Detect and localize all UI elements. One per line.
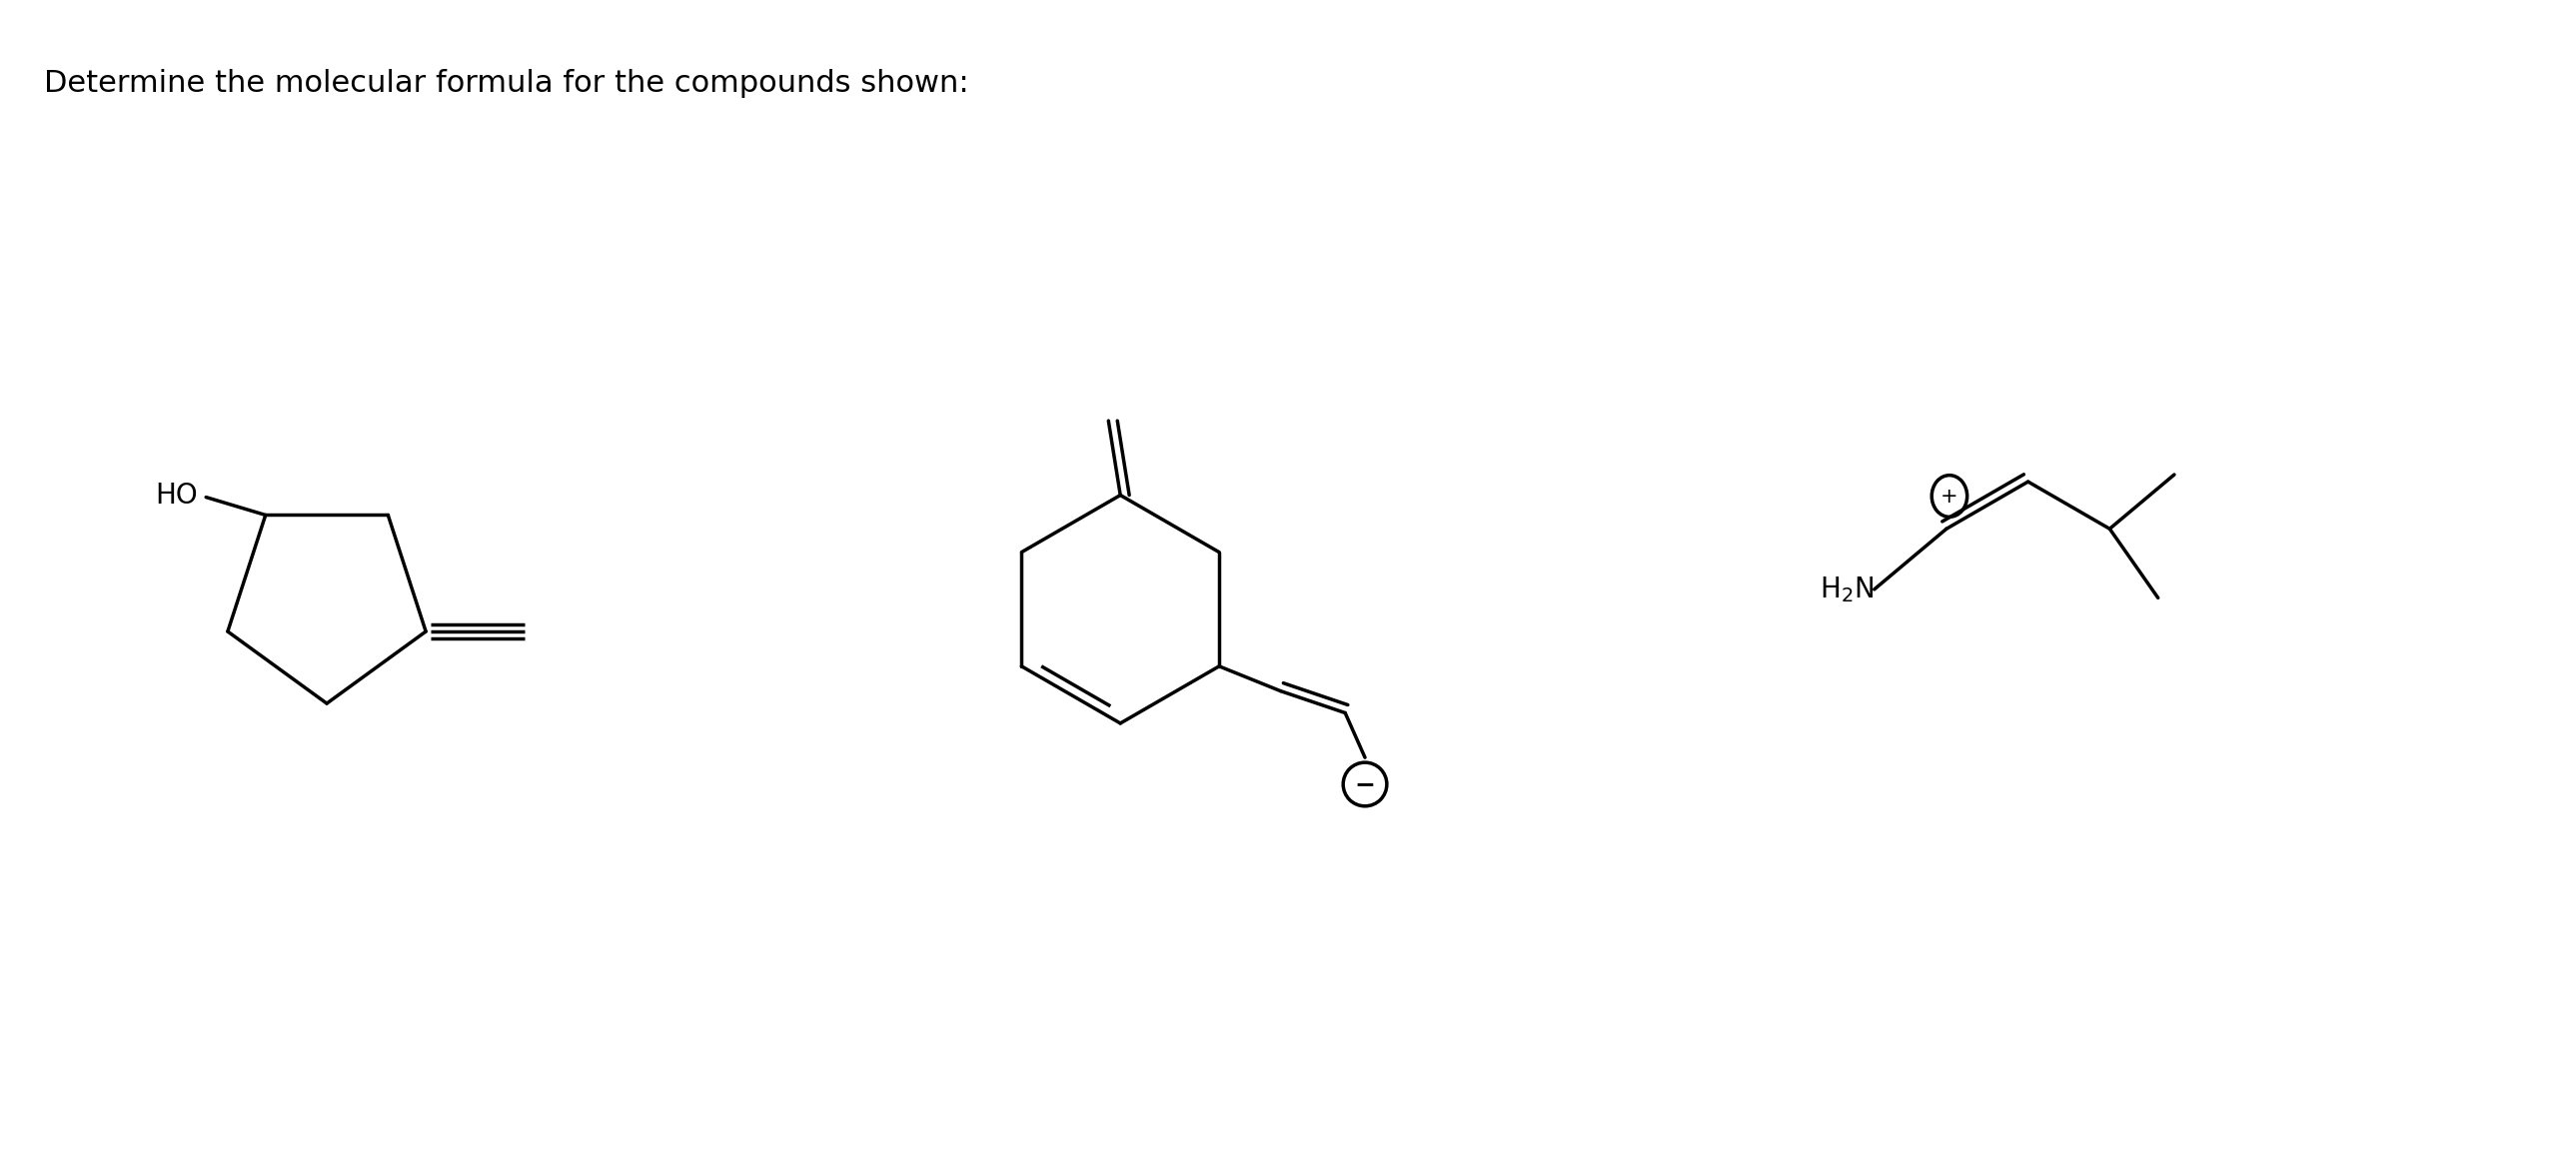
Text: +: + xyxy=(1940,486,1958,506)
Text: H$_2$N: H$_2$N xyxy=(1821,574,1875,604)
Text: −: − xyxy=(1355,772,1376,796)
Text: Determine the molecular formula for the compounds shown:: Determine the molecular formula for the … xyxy=(44,69,969,98)
Text: HO: HO xyxy=(155,481,198,509)
